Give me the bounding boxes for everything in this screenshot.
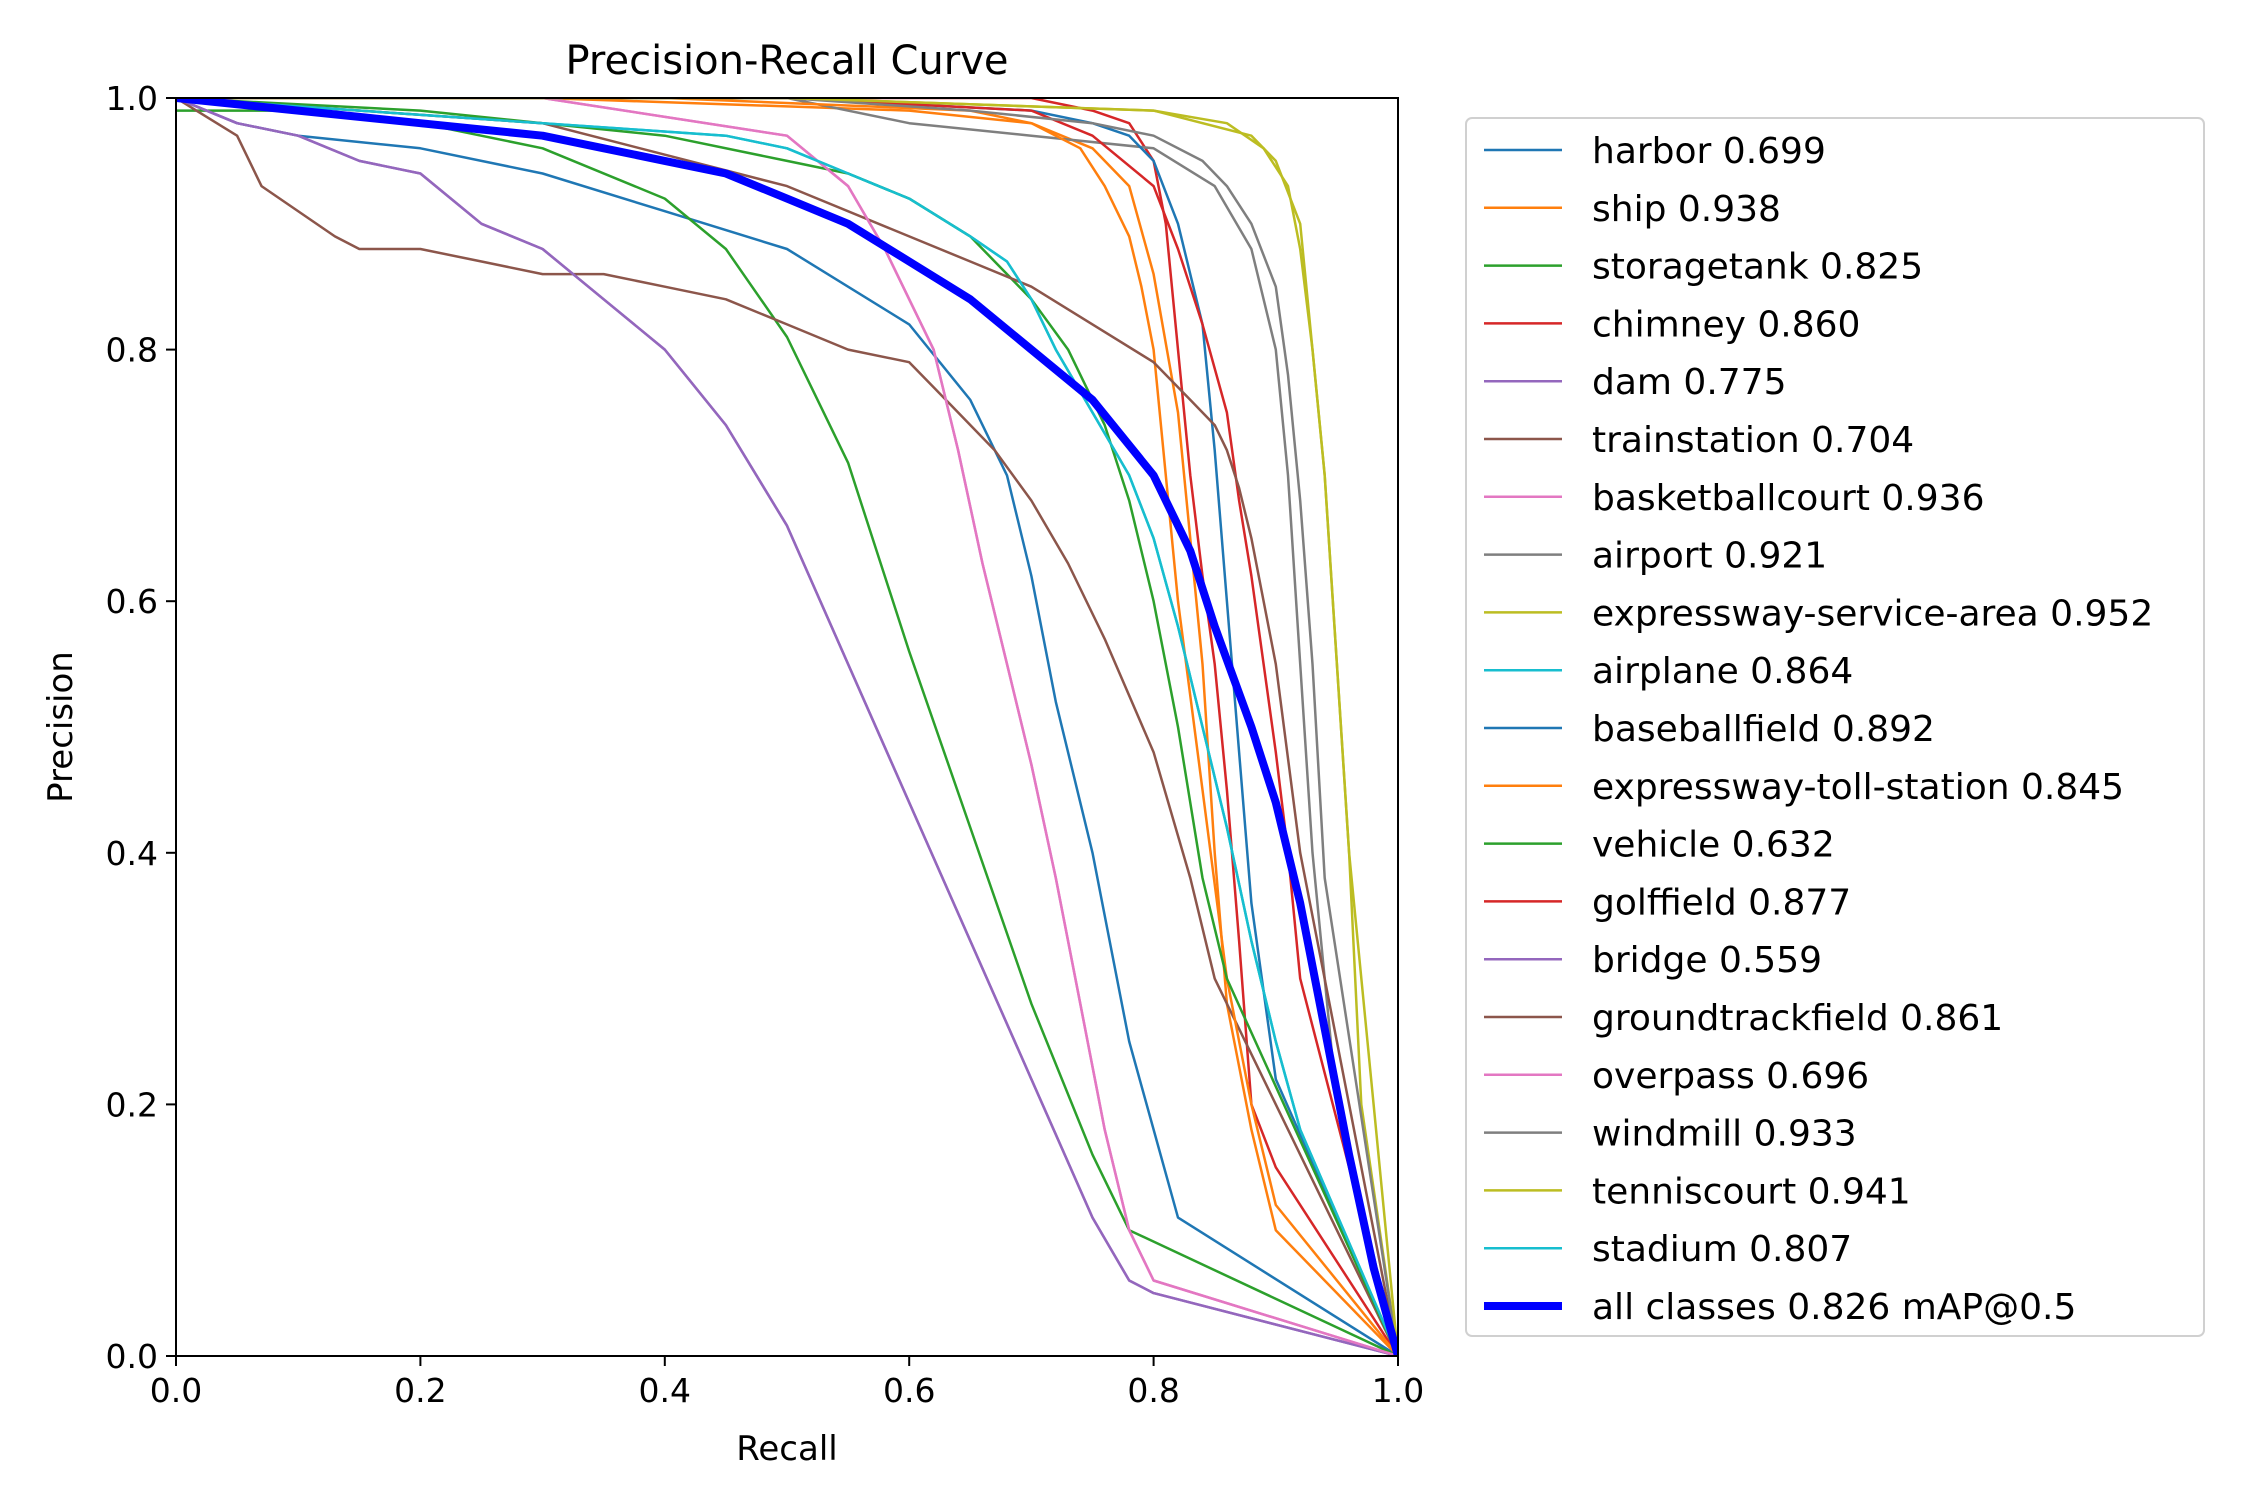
series-line-20	[176, 98, 1398, 1356]
legend-label: tenniscourt 0.941	[1592, 1171, 1911, 1212]
series-line-15	[176, 98, 1398, 1356]
y-axis-label: Precision	[41, 651, 81, 803]
legend-frame	[1465, 117, 2205, 1337]
legend-label: airport 0.921	[1592, 536, 1827, 577]
series-line-16	[176, 98, 1398, 1356]
series-line-10	[176, 98, 1398, 1356]
legend-label: all classes 0.826 mAP@0.5	[1592, 1287, 2076, 1328]
series-line-11	[176, 98, 1398, 1356]
legend: harbor 0.699 ship 0.938 storagetank 0.825 c…	[1465, 117, 2205, 1337]
legend-label: baseballfield 0.892	[1592, 709, 1935, 750]
series-layer	[176, 98, 1398, 1356]
series-line-0	[176, 98, 1398, 1356]
y-tick-label: 0.8	[106, 331, 158, 370]
y-tick-label: 0.2	[106, 1085, 158, 1124]
legend-label: groundtrackfield 0.861	[1592, 998, 2003, 1039]
x-axis: 0.0 0.2 0.4 0.6 0.8 1.0	[150, 1356, 1424, 1410]
series-line-1	[176, 98, 1398, 1356]
series-line-7	[176, 98, 1398, 1356]
x-tick-label: 0.6	[883, 1371, 935, 1410]
series-line-14	[176, 98, 1398, 1356]
plot-area	[175, 97, 1399, 1357]
legend-label: ship 0.938	[1592, 189, 1781, 230]
y-tick-label: 0.6	[106, 582, 158, 621]
y-axis: 0.0 0.2 0.4 0.6 0.8 1.0	[106, 79, 176, 1376]
series-line-17	[176, 98, 1398, 1356]
x-tick-label: 0.0	[150, 1371, 202, 1410]
legend-items: harbor 0.699 ship 0.938 storagetank 0.825 c…	[1484, 131, 2153, 1328]
x-tick-label: 0.8	[1127, 1371, 1179, 1410]
series-line-5	[176, 98, 1398, 1356]
legend-label: expressway-toll-station 0.845	[1592, 767, 2124, 808]
legend-label: chimney 0.860	[1592, 304, 1860, 345]
legend-label: airplane 0.864	[1592, 651, 1853, 692]
legend-label: overpass 0.696	[1592, 1056, 1869, 1097]
series-line-18	[176, 98, 1398, 1356]
legend-label: vehicle 0.632	[1592, 825, 1835, 866]
x-axis-label: Recall	[736, 1429, 837, 1469]
x-tick-label: 0.2	[394, 1371, 446, 1410]
legend-label: trainstation 0.704	[1592, 420, 1914, 461]
y-tick-label: 0.4	[106, 834, 158, 873]
legend-label: dam 0.775	[1592, 362, 1786, 403]
y-tick-label: 1.0	[106, 79, 158, 118]
chart-title: Precision-Recall Curve	[566, 38, 1009, 84]
plot-frame	[175, 97, 1399, 1357]
legend-label: bridge 0.559	[1592, 940, 1822, 981]
x-tick-label: 0.4	[639, 1371, 691, 1410]
legend-label: stadium 0.807	[1592, 1229, 1852, 1270]
legend-label: expressway-service-area 0.952	[1592, 593, 2153, 634]
legend-label: basketballcourt 0.936	[1592, 478, 1984, 519]
legend-label: storagetank 0.825	[1592, 247, 1923, 288]
legend-label: golffield 0.877	[1592, 882, 1851, 923]
series-line-3	[176, 98, 1398, 1356]
legend-label: windmill 0.933	[1592, 1114, 1857, 1155]
y-tick-label: 0.0	[106, 1337, 158, 1376]
legend-label: harbor 0.699	[1592, 131, 1826, 172]
x-tick-label: 1.0	[1372, 1371, 1424, 1410]
